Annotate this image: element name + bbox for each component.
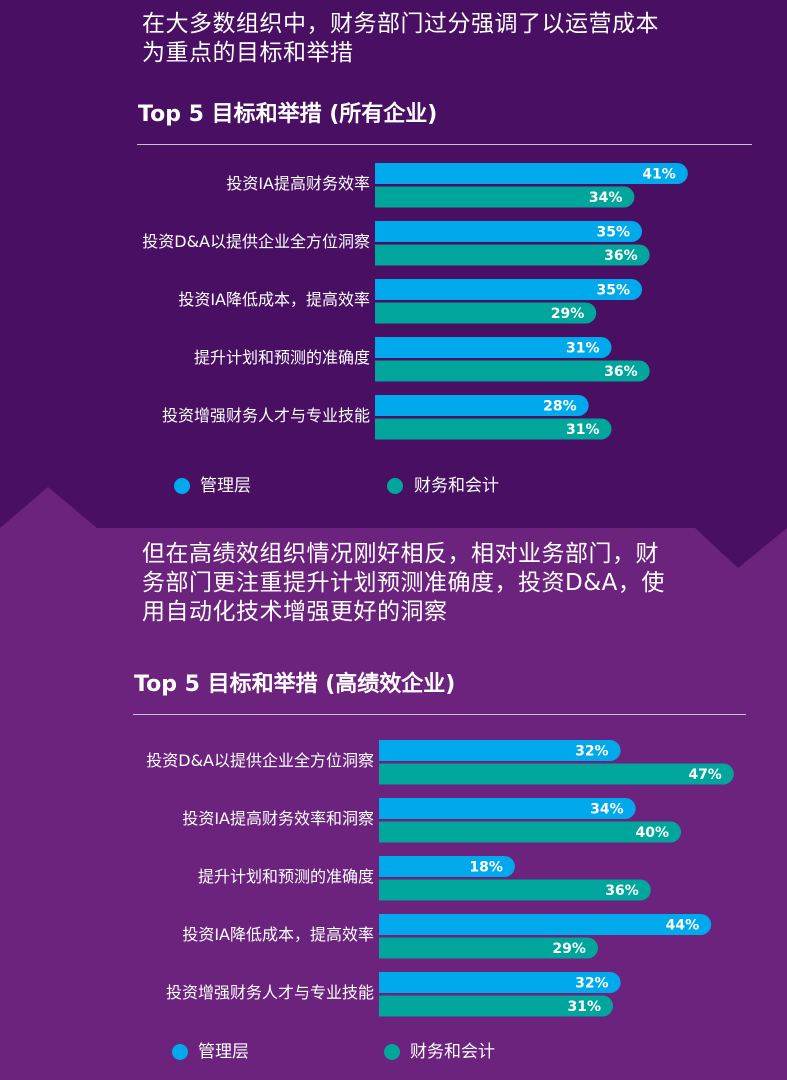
value-label-mgmt: 32% <box>575 976 609 992</box>
category-label: 投资IA降低成本，提高效率 <box>178 290 370 309</box>
category-label: 投资增强财务人才与专业技能 <box>166 983 374 1002</box>
value-label-finance: 36% <box>605 883 639 899</box>
value-label-mgmt: 35% <box>597 283 631 299</box>
bar-finance <box>375 244 650 266</box>
bar-finance <box>375 302 597 324</box>
headline-2-line-2: 务部门更注重提升计划预测准确度，投资D&A，使 <box>142 570 665 596</box>
category-label: 投资D&A以提供企业全方位洞察 <box>142 232 370 251</box>
category-label: 投资IA提高财务效率和洞察 <box>182 809 374 828</box>
bar-finance <box>379 995 614 1017</box>
value-label-mgmt: 18% <box>469 860 503 876</box>
bar-finance <box>379 821 682 843</box>
chart-1-title: Top 5 目标和举措 (所有企业) <box>138 102 438 127</box>
legend-mgmt-swatch-1 <box>174 478 190 494</box>
category-label: 投资IA降低成本，提高效率 <box>182 925 374 944</box>
bar-mgmt <box>375 395 589 416</box>
chart-1: 投资IA提高财务效率 41% 34% 投资D&A以提供企业全方位洞察 35% 36% 投资I… <box>142 163 688 440</box>
value-label-finance: 34% <box>589 190 623 206</box>
bar-mgmt <box>379 856 515 877</box>
category-label: 投资IA提高财务效率 <box>226 174 370 193</box>
legend-finance-swatch-1 <box>387 478 403 494</box>
category-label: 投资D&A以提供企业全方位洞察 <box>146 751 374 770</box>
value-label-finance: 31% <box>568 999 602 1015</box>
legend-finance-label-1: 财务和会计 <box>414 476 499 496</box>
chart-2-title: Top 5 目标和举措 (高绩效企业) <box>134 672 456 697</box>
value-label-mgmt: 35% <box>597 225 631 241</box>
bar-finance <box>375 360 650 382</box>
bar-finance <box>379 879 651 901</box>
legend-mgmt-label-1: 管理层 <box>200 476 251 496</box>
value-label-finance: 36% <box>604 364 638 380</box>
bar-finance <box>375 418 612 440</box>
value-label-mgmt: 28% <box>543 399 577 415</box>
bar-mgmt <box>375 337 612 358</box>
bar-mgmt <box>379 740 621 761</box>
chart-2-title-rule <box>133 714 746 715</box>
bar-finance <box>375 186 635 208</box>
headline-2-line-1: 但在高绩效组织情况刚好相反，相对业务部门，财 <box>142 541 659 567</box>
bar-mgmt <box>375 163 688 184</box>
bar-mgmt <box>375 279 643 300</box>
bar-mgmt <box>379 798 636 819</box>
headline-2-line-3: 用自动化技术增强更好的洞察 <box>142 599 448 625</box>
value-label-mgmt: 31% <box>566 341 600 357</box>
chart-2: 投资D&A以提供企业全方位洞察 32% 47% 投资IA提高财务效率和洞察 34% 40%… <box>146 740 734 1017</box>
value-label-finance: 29% <box>551 306 585 322</box>
legend-finance-swatch-2 <box>384 1044 400 1060</box>
category-label: 提升计划和预测的准确度 <box>194 348 370 367</box>
legend-finance-label-2: 财务和会计 <box>410 1042 495 1062</box>
value-label-finance: 29% <box>552 941 586 957</box>
bar-finance <box>379 763 734 785</box>
value-label-mgmt: 41% <box>642 167 676 183</box>
headline-1-line-1: 在大多数组织中，财务部门过分强调了以运营成本 <box>142 11 659 37</box>
category-label: 提升计划和预测的准确度 <box>198 867 374 886</box>
headline-1-line-2: 为重点的目标和举措 <box>142 40 354 66</box>
legend-mgmt-swatch-2 <box>172 1044 188 1060</box>
value-label-mgmt: 44% <box>666 918 700 934</box>
legend-mgmt-label-2: 管理层 <box>198 1042 249 1062</box>
chart-1-title-rule <box>137 144 752 145</box>
bar-mgmt <box>379 914 712 935</box>
bar-finance <box>379 937 598 959</box>
headline-2: 但在高绩效组织情况刚好相反，相对业务部门，财 务部门更注重提升计划预测准确度，投… <box>142 540 665 627</box>
value-label-finance: 47% <box>688 767 722 783</box>
bar-mgmt <box>375 221 643 242</box>
value-label-finance: 36% <box>604 248 638 264</box>
category-label: 投资增强财务人才与专业技能 <box>162 406 370 425</box>
value-label-mgmt: 34% <box>590 802 624 818</box>
bar-mgmt <box>379 972 621 993</box>
value-label-finance: 31% <box>566 422 600 438</box>
headline-1: 在大多数组织中，财务部门过分强调了以运营成本 为重点的目标和举措 <box>142 10 659 68</box>
value-label-finance: 40% <box>635 825 669 841</box>
value-label-mgmt: 32% <box>575 744 609 760</box>
